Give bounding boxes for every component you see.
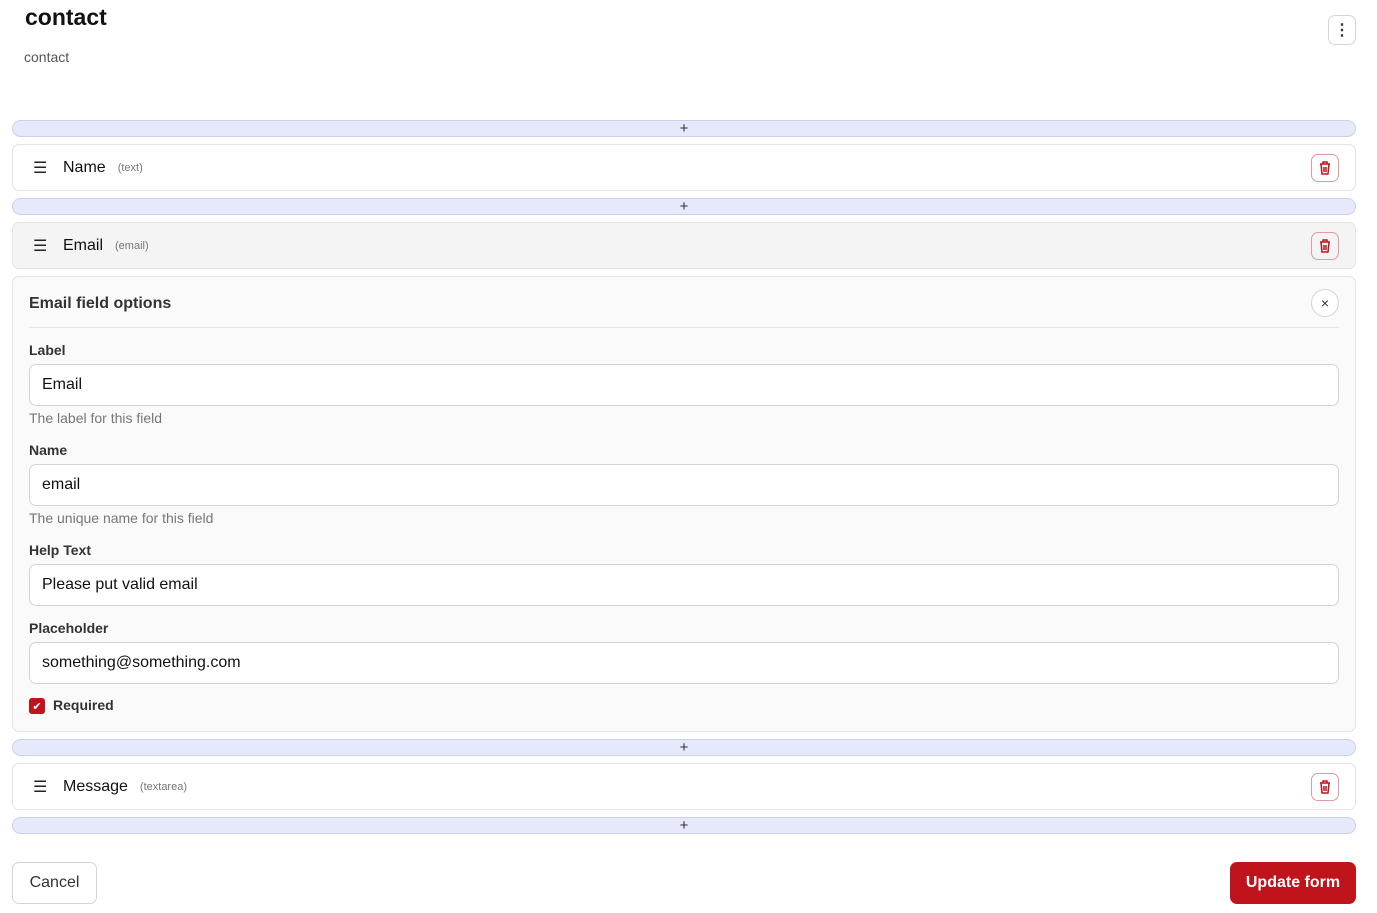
help-text-input[interactable]: [29, 564, 1339, 606]
drag-handle-icon[interactable]: ☰: [33, 159, 48, 177]
name-field-label: Name: [29, 442, 68, 458]
drag-handle-icon[interactable]: ☰: [33, 237, 48, 255]
update-form-button[interactable]: Update form: [1230, 862, 1356, 904]
name-help: The unique name for this field: [29, 510, 214, 526]
placeholder-input[interactable]: [29, 642, 1339, 684]
field-label: Email: [63, 236, 104, 254]
field-label: Name: [63, 158, 106, 176]
field-row-name[interactable]: ☰ Name (text): [12, 144, 1356, 191]
help-text-field-label: Help Text: [29, 542, 91, 558]
divider: [29, 327, 1339, 328]
delete-field-button[interactable]: [1311, 232, 1339, 260]
add-field-button[interactable]: +: [12, 739, 1356, 756]
page-title: contact: [25, 4, 107, 30]
email-field-options-panel: Email field options × Label The label fo…: [12, 276, 1356, 732]
label-input[interactable]: [29, 364, 1339, 406]
field-label: Message: [63, 777, 128, 795]
label-field-label: Label: [29, 342, 66, 358]
drag-handle-icon[interactable]: ☰: [33, 778, 48, 796]
field-type: (text): [117, 161, 143, 174]
add-field-button[interactable]: +: [12, 120, 1356, 137]
required-checkbox[interactable]: ✔: [29, 698, 45, 714]
label-help: The label for this field: [29, 410, 163, 426]
cancel-button[interactable]: Cancel: [12, 862, 97, 904]
add-field-button[interactable]: +: [12, 817, 1356, 834]
required-label[interactable]: Required: [53, 697, 114, 713]
trash-icon: [1320, 780, 1330, 794]
trash-icon: [1320, 239, 1330, 253]
add-field-button[interactable]: +: [12, 198, 1356, 215]
field-type: (email): [115, 239, 149, 252]
close-icon: ×: [1320, 295, 1330, 311]
name-input[interactable]: [29, 464, 1339, 506]
delete-field-button[interactable]: [1311, 773, 1339, 801]
field-row-email[interactable]: ☰ Email (email): [12, 222, 1356, 269]
field-type: (textarea): [139, 780, 187, 793]
trash-icon: [1320, 161, 1330, 175]
more-vertical-icon: ⋮: [1334, 22, 1350, 39]
close-options-button[interactable]: ×: [1311, 289, 1339, 317]
placeholder-field-label: Placeholder: [29, 620, 109, 636]
field-row-message[interactable]: ☰ Message (textarea): [12, 763, 1356, 810]
options-title: Email field options: [29, 295, 172, 312]
delete-field-button[interactable]: [1311, 154, 1339, 182]
more-options-button[interactable]: ⋮: [1328, 15, 1356, 45]
page-subtitle: contact: [24, 49, 70, 65]
